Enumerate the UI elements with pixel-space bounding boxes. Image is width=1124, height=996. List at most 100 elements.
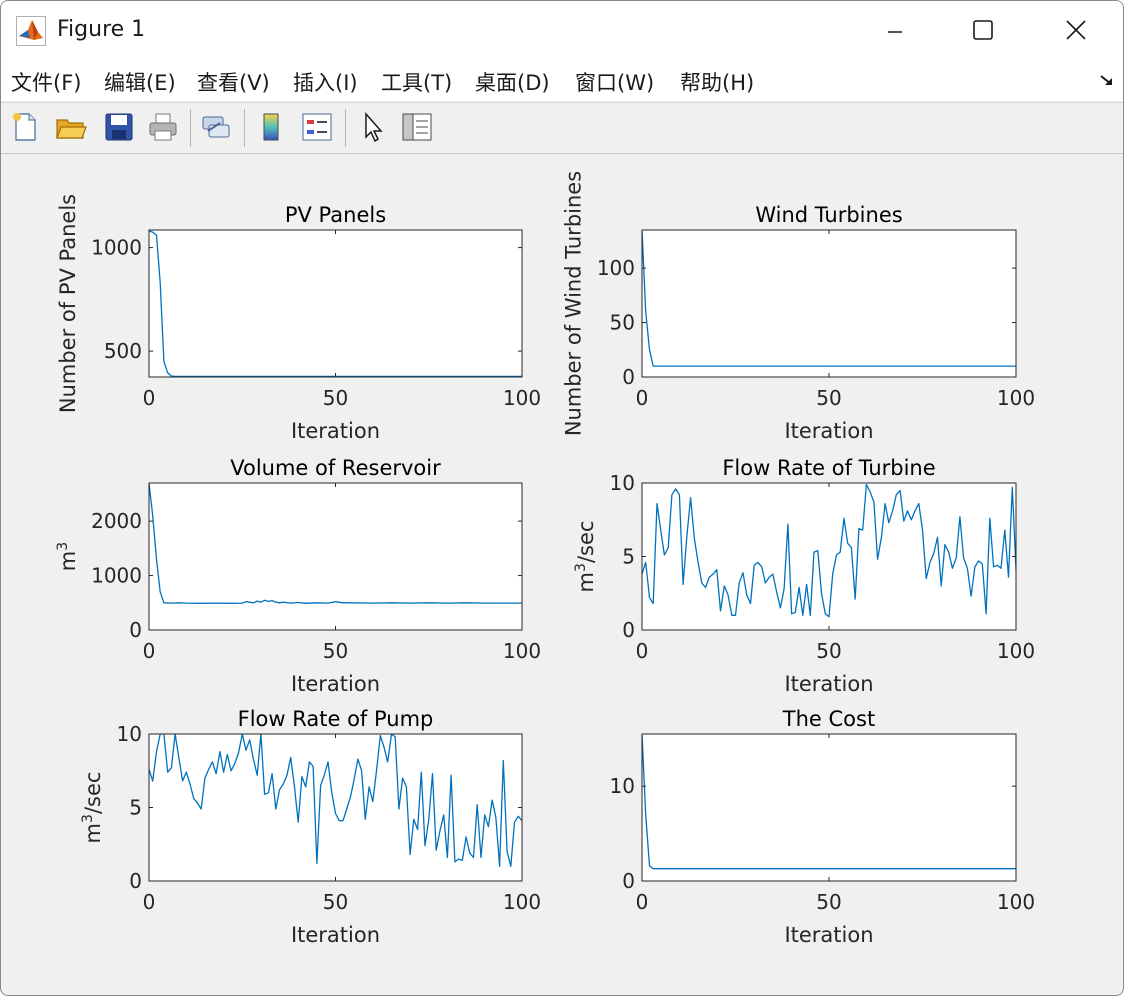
title-bar: Figure 1 bbox=[1, 1, 1123, 61]
toolbar-separator bbox=[190, 109, 191, 147]
open-file-icon[interactable] bbox=[55, 111, 87, 143]
property-inspector-icon[interactable] bbox=[401, 111, 433, 143]
y-tick-label: 0 bbox=[129, 618, 142, 642]
axes-background bbox=[149, 483, 522, 630]
series-line bbox=[149, 230, 522, 377]
legend-icon[interactable] bbox=[301, 111, 333, 143]
x-tick-label: 50 bbox=[323, 639, 348, 663]
menu-tools[interactable]: 工具(T) bbox=[381, 71, 453, 95]
y-tick-label: 100 bbox=[597, 256, 635, 280]
chart-title: PV Panels bbox=[285, 203, 386, 227]
x-axis-label: Iteration bbox=[291, 419, 380, 443]
chart-title: Wind Turbines bbox=[755, 203, 902, 227]
y-axis-label: m3/sec bbox=[573, 521, 598, 593]
menu-edit[interactable]: 编辑(E) bbox=[104, 71, 176, 95]
matlab-logo-icon bbox=[16, 16, 46, 46]
y-axis-label: Number of PV Panels bbox=[56, 194, 80, 413]
subplot-4: 0 50 100 0 5 10 Flow Rate of Turbine Iteration m… bbox=[573, 456, 1035, 696]
y-tick-label: 5 bbox=[622, 545, 635, 569]
menu-view[interactable]: 查看(V) bbox=[197, 71, 270, 95]
x-tick-label: 0 bbox=[636, 386, 649, 410]
link-plot-icon[interactable] bbox=[200, 111, 232, 143]
y-tick-label: 0 bbox=[622, 365, 635, 389]
x-tick-label: 0 bbox=[143, 386, 156, 410]
y-tick-label: 5 bbox=[129, 796, 142, 820]
save-icon[interactable] bbox=[103, 111, 135, 143]
x-axis-label: Iteration bbox=[784, 672, 873, 696]
y-tick-label: 0 bbox=[129, 869, 142, 893]
x-tick-label: 0 bbox=[636, 890, 649, 914]
axes-background bbox=[642, 230, 1016, 377]
print-icon[interactable] bbox=[147, 111, 179, 143]
series-line bbox=[642, 483, 1016, 618]
pointer-icon[interactable] bbox=[357, 111, 389, 143]
series-line bbox=[149, 734, 522, 867]
toolbar-separator bbox=[244, 109, 245, 147]
subplot-5: 0 50 100 0 5 10 Flow Rate of Pump Iteration m3/s… bbox=[80, 707, 541, 947]
minimize-icon bbox=[888, 31, 902, 33]
subplot-2: 0 50 100 0 50 100 Wind Turbines Iteration Number… bbox=[562, 171, 1036, 443]
menu-bar: 文件(F) 编辑(E) 查看(V) 插入(I) 工具(T) 桌面(D) 窗口(W… bbox=[1, 61, 1123, 101]
x-tick-label: 50 bbox=[816, 386, 841, 410]
y-tick-label: 2000 bbox=[91, 509, 142, 533]
chart-title: Flow Rate of Turbine bbox=[722, 456, 935, 480]
subplot-1: 0 50 100 500 1000 PV Panels Iteration Number of… bbox=[56, 194, 541, 443]
y-axis-label: Number of Wind Turbines bbox=[562, 171, 586, 436]
axes-background bbox=[149, 230, 522, 377]
close-button[interactable] bbox=[1046, 7, 1106, 53]
x-axis-label: Iteration bbox=[784, 923, 873, 947]
new-figure-icon[interactable] bbox=[9, 111, 41, 143]
x-tick-label: 100 bbox=[997, 639, 1035, 663]
y-tick-label: 10 bbox=[610, 471, 635, 495]
menu-help[interactable]: 帮助(H) bbox=[680, 71, 755, 95]
y-tick-label: 10 bbox=[610, 774, 635, 798]
x-tick-label: 100 bbox=[997, 890, 1035, 914]
x-axis-label: Iteration bbox=[291, 672, 380, 696]
chart-title: Flow Rate of Pump bbox=[238, 707, 434, 731]
colorbar-icon[interactable] bbox=[255, 111, 287, 143]
axes-background bbox=[642, 483, 1016, 630]
subplot-6: 0 50 100 0 10 The Cost Iteration bbox=[610, 707, 1036, 947]
y-tick-label: 10 bbox=[117, 722, 142, 746]
x-tick-label: 50 bbox=[816, 890, 841, 914]
toolbar bbox=[1, 102, 1123, 154]
menu-desktop[interactable]: 桌面(D) bbox=[475, 71, 550, 95]
minimize-button[interactable] bbox=[865, 7, 925, 53]
series-line bbox=[149, 483, 522, 604]
y-tick-label: 0 bbox=[622, 869, 635, 893]
toolbar-separator bbox=[345, 109, 346, 147]
x-tick-label: 100 bbox=[503, 386, 541, 410]
x-tick-label: 100 bbox=[503, 890, 541, 914]
x-tick-label: 100 bbox=[503, 639, 541, 663]
axes-background bbox=[149, 734, 522, 881]
menu-insert[interactable]: 插入(I) bbox=[293, 71, 358, 95]
x-tick-label: 0 bbox=[143, 890, 156, 914]
menu-window[interactable]: 窗口(W) bbox=[575, 71, 655, 95]
x-axis-label: Iteration bbox=[291, 923, 380, 947]
close-icon bbox=[1066, 20, 1086, 40]
dock-arrow-icon[interactable] bbox=[1097, 71, 1117, 91]
x-tick-label: 50 bbox=[323, 386, 348, 410]
x-tick-label: 0 bbox=[143, 639, 156, 663]
chart-title: Volume of Reservoir bbox=[230, 456, 441, 480]
series-line bbox=[642, 230, 1016, 367]
menu-file[interactable]: 文件(F) bbox=[11, 71, 82, 95]
window-title: Figure 1 bbox=[57, 17, 146, 42]
y-tick-label: 1000 bbox=[91, 236, 142, 260]
y-tick-label: 50 bbox=[610, 311, 635, 335]
y-axis-label: m3 bbox=[55, 542, 80, 571]
x-tick-label: 50 bbox=[816, 639, 841, 663]
x-tick-label: 50 bbox=[323, 890, 348, 914]
y-tick-label: 1000 bbox=[91, 564, 142, 588]
series-line bbox=[642, 734, 1016, 870]
x-tick-label: 0 bbox=[636, 639, 649, 663]
maximize-button[interactable] bbox=[953, 7, 1013, 53]
axes-background bbox=[642, 734, 1016, 881]
x-axis-label: Iteration bbox=[784, 419, 873, 443]
y-tick-label: 0 bbox=[622, 618, 635, 642]
y-tick-label: 500 bbox=[104, 339, 142, 363]
chart-title: The Cost bbox=[782, 707, 875, 731]
